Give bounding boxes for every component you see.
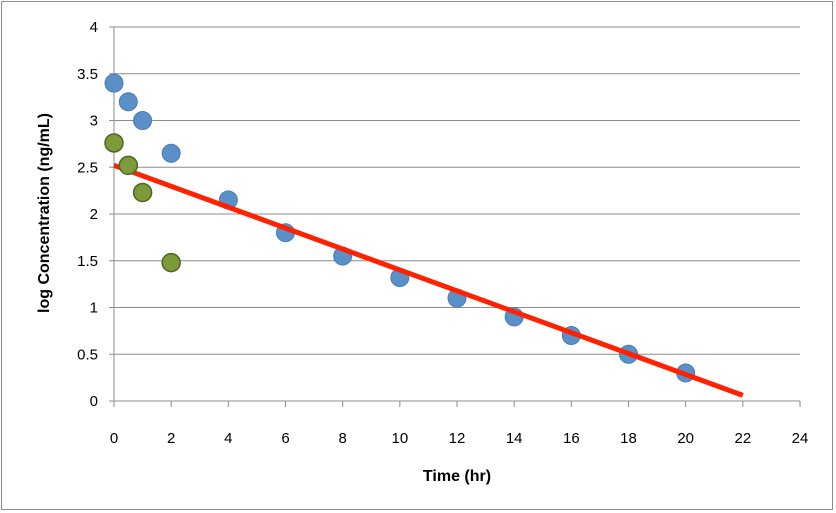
x-tick-label: 8 bbox=[338, 430, 346, 447]
x-tick-label: 18 bbox=[620, 430, 637, 447]
x-axis-title: Time (hr) bbox=[423, 468, 491, 485]
x-tick-label: 6 bbox=[281, 430, 289, 447]
y-tick-label: 0.5 bbox=[77, 346, 98, 363]
data-point-residual bbox=[161, 252, 181, 273]
y-tick-label: 1 bbox=[90, 300, 98, 317]
data-point-residual bbox=[118, 155, 139, 176]
data-point-residual bbox=[132, 182, 153, 203]
x-tick-label: 10 bbox=[391, 430, 408, 447]
x-tick-label: 24 bbox=[792, 430, 809, 447]
x-tick-label: 14 bbox=[506, 430, 523, 447]
data-point-residual bbox=[104, 133, 124, 153]
x-tick-label: 2 bbox=[167, 430, 175, 447]
y-tick-label: 4 bbox=[90, 19, 98, 36]
data-point-observed bbox=[118, 92, 138, 112]
x-tick-label: 0 bbox=[110, 430, 118, 447]
data-point-observed bbox=[133, 111, 153, 130]
y-tick-label: 0 bbox=[90, 393, 98, 410]
x-tick-label: 16 bbox=[563, 430, 580, 447]
y-tick-label: 2 bbox=[90, 206, 98, 223]
x-tick-label: 12 bbox=[449, 430, 466, 447]
grid-lines bbox=[114, 26, 800, 355]
y-tick-labels: 0 0.5 1 1.5 2 2.5 3 3.5 4 bbox=[77, 19, 98, 410]
x-tick-labels: 0 2 4 6 8 10 12 14 16 18 20 22 24 bbox=[110, 430, 809, 447]
y-tick-label: 3 bbox=[90, 113, 98, 130]
axes bbox=[109, 26, 801, 407]
data-point-observed bbox=[104, 73, 124, 93]
y-tick-label: 1.5 bbox=[77, 253, 98, 270]
x-tick-label: 4 bbox=[224, 430, 232, 447]
data-point-observed bbox=[161, 143, 181, 163]
data-series bbox=[104, 73, 744, 398]
y-axis-title: log Concentration (ng/mL) bbox=[36, 113, 53, 313]
y-tick-label: 3.5 bbox=[77, 66, 98, 83]
x-tick-label: 20 bbox=[677, 430, 694, 447]
x-tick-label: 22 bbox=[734, 430, 751, 447]
trendline bbox=[113, 163, 744, 398]
y-tick-label: 2.5 bbox=[77, 159, 98, 176]
